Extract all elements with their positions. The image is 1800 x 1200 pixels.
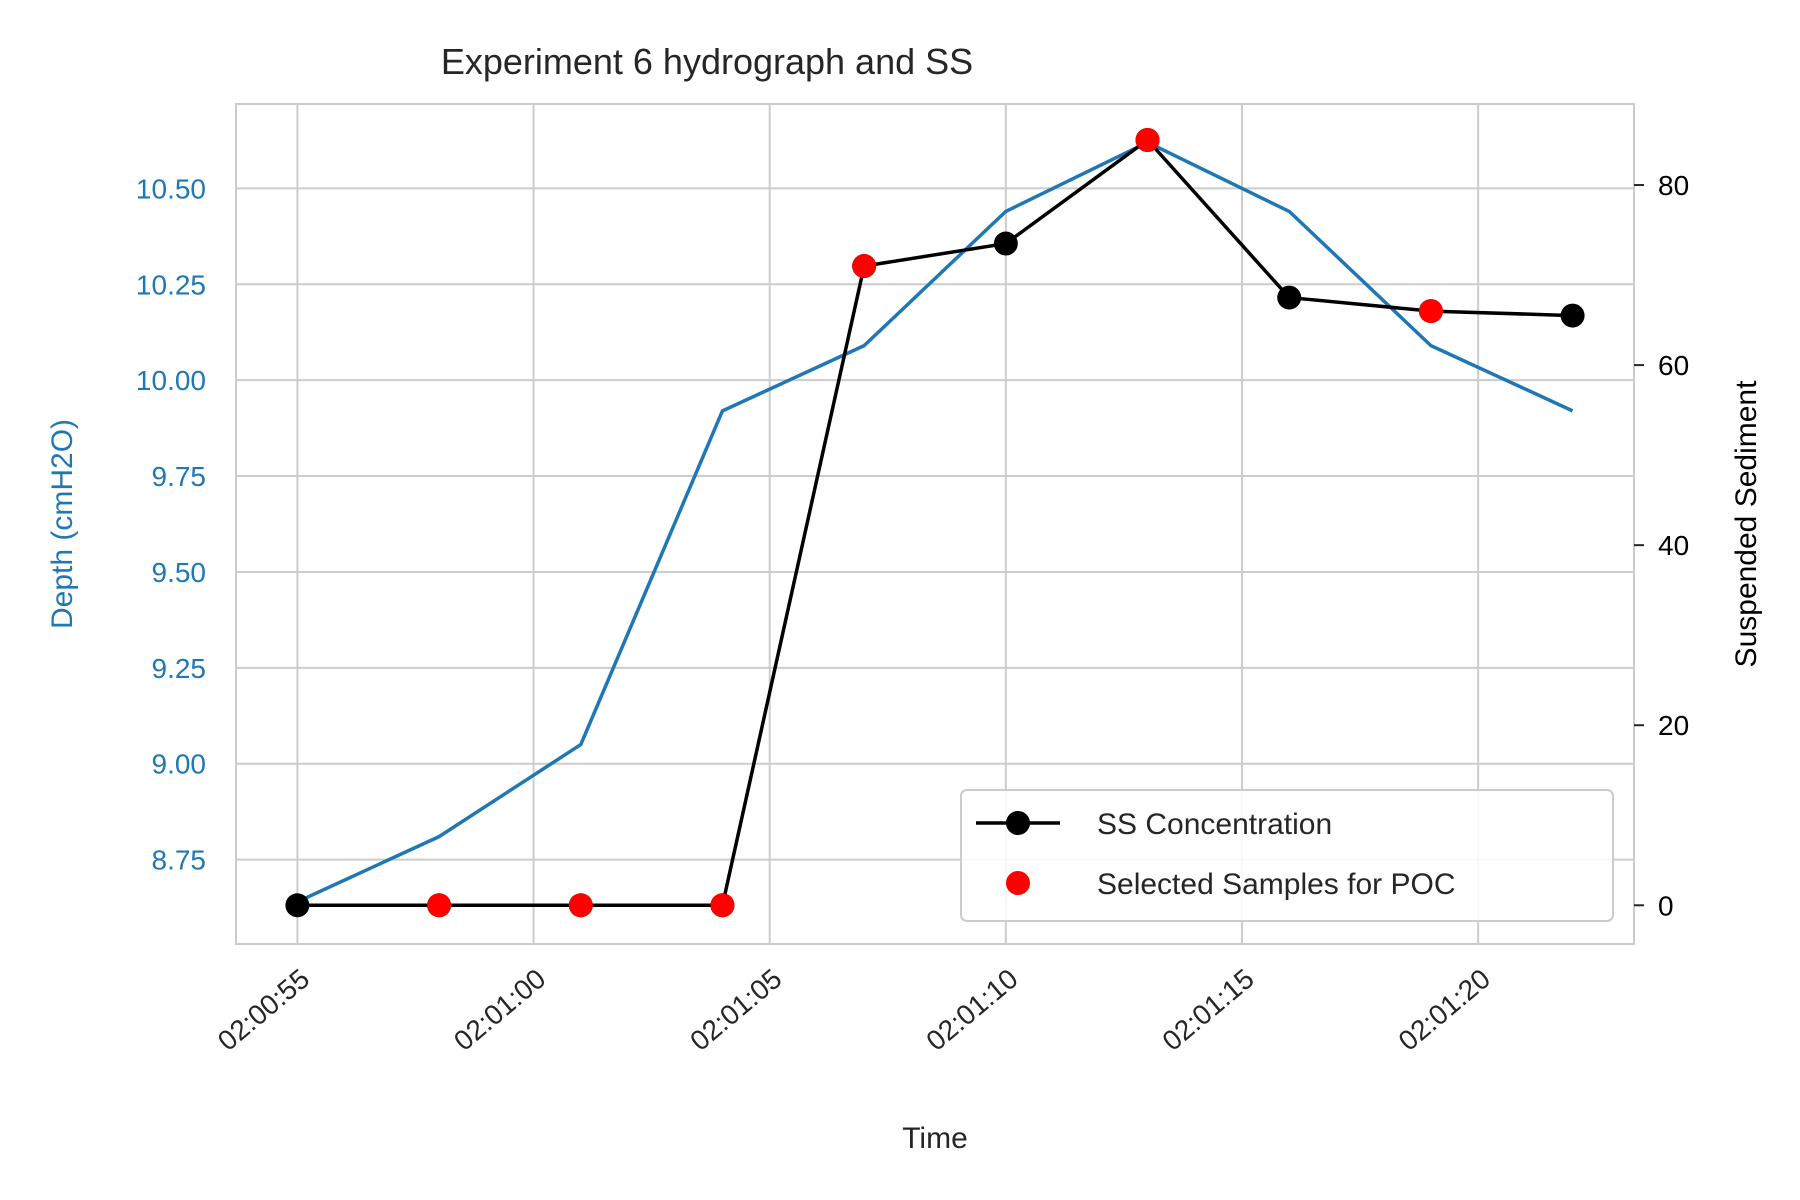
x-axis-label: Time <box>902 1122 968 1155</box>
y-right-ticks: 0 20 40 60 80 <box>1634 170 1689 921</box>
selected-sample-point <box>1418 299 1443 324</box>
depth-line <box>296 140 1574 904</box>
y-right-tick-label: 80 <box>1658 170 1689 201</box>
selected-sample-point <box>568 893 593 918</box>
ss-line <box>297 138 1573 908</box>
y-left-tick-label: 10.25 <box>136 269 206 300</box>
legend-ss-label: SS Concentration <box>1097 808 1332 841</box>
depth-series <box>296 140 1574 904</box>
y-left-tick-label: 9.75 <box>152 461 207 492</box>
y-right-tick-label: 40 <box>1658 530 1689 561</box>
y-left-tick-label: 9.50 <box>152 557 207 588</box>
selected-series <box>427 128 1443 918</box>
legend-selected-marker <box>1006 871 1030 895</box>
y-right-tick-label: 20 <box>1658 710 1689 741</box>
ss-point <box>285 893 310 918</box>
legend-box <box>960 789 1614 922</box>
legend: SS Concentration Selected Samples for PO… <box>960 789 1614 922</box>
y-left-ticks: 8.75 9.00 9.25 9.50 9.75 10.00 10.25 10.50 <box>136 173 206 875</box>
plot-frame <box>235 103 1635 945</box>
chart-title: Experiment 6 hydrograph and SS <box>441 41 973 82</box>
y-left-tick-label: 9.00 <box>152 749 207 780</box>
y-right-axis-label: Suspended Sediment <box>1730 380 1763 668</box>
y-left-axis-label: Depth (cmH2O) <box>46 419 79 629</box>
y-left-tick-label: 10.00 <box>136 365 206 396</box>
y-left-tick-label: 10.50 <box>136 173 206 204</box>
y-right-tick-label: 60 <box>1658 350 1689 381</box>
grid <box>236 104 1634 944</box>
legend-selected-label: Selected Samples for POC <box>1097 868 1456 901</box>
selected-sample-point <box>710 893 735 918</box>
selected-sample-point <box>852 254 877 279</box>
ss-point <box>1277 285 1302 310</box>
ss-point <box>993 231 1018 256</box>
y-right-tick-label: 0 <box>1658 890 1674 921</box>
y-left-tick-label: 9.25 <box>152 653 207 684</box>
ss-point <box>1560 303 1585 328</box>
y-left-tick-label: 8.75 <box>152 845 207 876</box>
legend-ss-marker <box>1006 811 1030 835</box>
selected-sample-point <box>1135 128 1160 153</box>
selected-sample-point <box>427 893 452 918</box>
